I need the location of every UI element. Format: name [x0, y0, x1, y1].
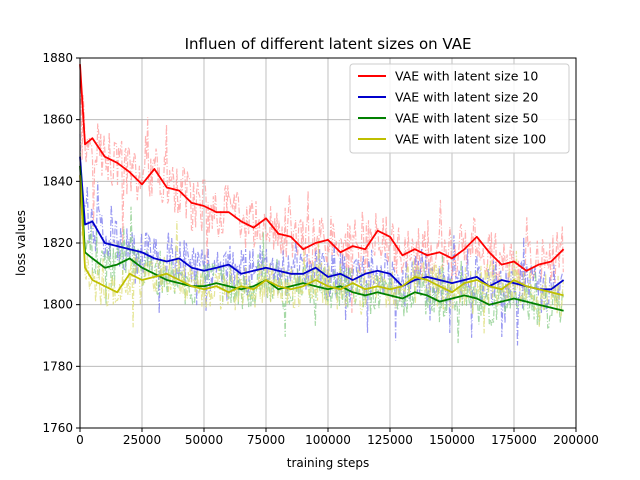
- legend: VAE with latent size 10 VAE with latent s…: [349, 63, 570, 154]
- raw-series-4: [79, 165, 564, 334]
- legend-label: VAE with latent size 10: [395, 69, 538, 84]
- x-tick-label: 125000: [367, 433, 413, 447]
- series-line-2: [79, 156, 565, 291]
- legend-label: VAE with latent size 50: [395, 111, 538, 126]
- legend-label: VAE with latent size 20: [395, 90, 538, 105]
- x-tick-label: 100000: [305, 433, 351, 447]
- chart-title: Influen of different latent sizes on VAE: [185, 35, 472, 53]
- x-tick-label: 25000: [123, 433, 161, 447]
- series-line-3: [79, 165, 564, 312]
- y-axis-label: loss values: [14, 210, 28, 276]
- y-tick-label: 1860: [42, 113, 73, 127]
- y-axis-ticks: 1760 1780 1800 1820 1840 1860 1880: [42, 51, 80, 435]
- x-tick-label: 50000: [185, 433, 223, 447]
- x-tick-label: 150000: [429, 433, 475, 447]
- x-tick-label: 0: [76, 433, 84, 447]
- raw-series-1: [79, 87, 564, 313]
- x-tick-label: 200000: [553, 433, 599, 447]
- y-tick-label: 1780: [42, 359, 73, 373]
- legend-box: [349, 63, 570, 154]
- y-tick-label: 1820: [42, 236, 73, 250]
- x-tick-label: 175000: [491, 433, 537, 447]
- y-tick-label: 1800: [42, 298, 73, 312]
- x-axis-ticks: 0 25000 50000 75000 100000 125000 150000 175000…: [76, 428, 599, 447]
- series-line-4: [79, 175, 564, 297]
- y-tick-label: 1880: [42, 51, 73, 65]
- raw-series-layer: [79, 87, 564, 346]
- x-tick-label: 75000: [247, 433, 285, 447]
- raw-series-3: [79, 151, 564, 344]
- smoothed-series-layer: [79, 64, 565, 312]
- y-tick-label: 1760: [42, 421, 73, 435]
- x-axis-label: training steps: [287, 456, 370, 470]
- legend-label: VAE with latent size 100: [395, 132, 546, 147]
- y-tick-label: 1840: [42, 174, 73, 188]
- series-line-1: [79, 64, 565, 272]
